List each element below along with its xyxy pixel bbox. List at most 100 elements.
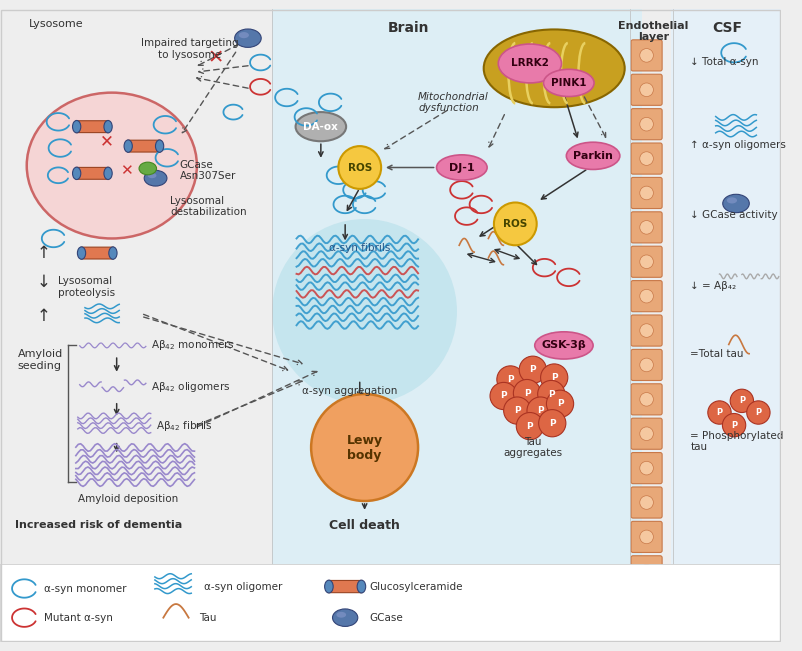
FancyBboxPatch shape	[630, 178, 662, 208]
FancyBboxPatch shape	[75, 120, 109, 133]
Circle shape	[639, 495, 653, 509]
FancyBboxPatch shape	[75, 167, 109, 179]
Ellipse shape	[156, 140, 164, 152]
Text: Brain: Brain	[387, 21, 428, 35]
Text: ✕: ✕	[119, 163, 132, 178]
Circle shape	[538, 409, 565, 437]
Circle shape	[639, 186, 653, 200]
Ellipse shape	[534, 332, 593, 359]
Text: GCase
Asn307Ser: GCase Asn307Ser	[180, 159, 236, 181]
Ellipse shape	[139, 162, 156, 175]
Ellipse shape	[103, 120, 112, 133]
Ellipse shape	[565, 142, 619, 169]
Circle shape	[545, 390, 573, 417]
Circle shape	[639, 255, 653, 269]
Text: ↓ = Aβ₄₂: ↓ = Aβ₄₂	[690, 281, 735, 291]
Ellipse shape	[103, 167, 112, 180]
Ellipse shape	[498, 44, 561, 83]
FancyBboxPatch shape	[630, 143, 662, 174]
Circle shape	[639, 117, 653, 131]
Text: P: P	[755, 408, 760, 417]
Circle shape	[338, 146, 381, 189]
Ellipse shape	[722, 194, 748, 213]
FancyBboxPatch shape	[630, 246, 662, 277]
Ellipse shape	[26, 92, 196, 238]
Text: P: P	[547, 389, 554, 398]
Ellipse shape	[144, 171, 167, 186]
Text: P: P	[715, 408, 722, 417]
Text: P: P	[550, 373, 557, 382]
Circle shape	[639, 289, 653, 303]
Text: DJ-1: DJ-1	[448, 163, 474, 173]
Circle shape	[729, 389, 752, 413]
Ellipse shape	[124, 140, 132, 152]
FancyBboxPatch shape	[630, 109, 662, 140]
Bar	[0, 564, 780, 642]
Text: Aβ$_{42}$ oligomers: Aβ$_{42}$ oligomers	[151, 380, 230, 395]
Text: α-syn oligomer: α-syn oligomer	[204, 581, 282, 592]
Text: Lewy
body: Lewy body	[346, 434, 383, 462]
Text: P: P	[549, 419, 555, 428]
Ellipse shape	[108, 247, 117, 259]
Circle shape	[540, 364, 567, 391]
Ellipse shape	[483, 29, 624, 107]
Text: P: P	[537, 406, 543, 415]
Circle shape	[639, 427, 653, 441]
FancyBboxPatch shape	[80, 247, 114, 259]
Text: P: P	[529, 365, 536, 374]
Text: Amyloid deposition: Amyloid deposition	[78, 494, 178, 504]
Circle shape	[639, 221, 653, 234]
FancyBboxPatch shape	[630, 281, 662, 312]
Text: Lysosomal
destabilization: Lysosomal destabilization	[170, 195, 246, 217]
Bar	[272, 87, 641, 589]
Text: = Phosphorylated
tau: = Phosphorylated tau	[690, 431, 783, 452]
Ellipse shape	[332, 609, 358, 626]
Text: α-syn fibrils: α-syn fibrils	[329, 243, 390, 253]
Circle shape	[526, 397, 553, 424]
Text: P: P	[500, 391, 506, 400]
Circle shape	[310, 394, 418, 501]
Ellipse shape	[336, 612, 346, 618]
Text: Parkin: Parkin	[573, 151, 612, 161]
Text: ROS: ROS	[347, 163, 371, 173]
Ellipse shape	[357, 580, 365, 593]
Text: ↑: ↑	[37, 307, 51, 326]
FancyBboxPatch shape	[127, 140, 160, 152]
Circle shape	[639, 564, 653, 578]
Text: Cell death: Cell death	[329, 519, 399, 532]
Text: P: P	[523, 389, 529, 398]
Text: P: P	[507, 375, 513, 384]
Text: ↑: ↑	[37, 244, 51, 262]
Circle shape	[639, 530, 653, 544]
Circle shape	[272, 219, 456, 404]
Ellipse shape	[324, 580, 333, 593]
Text: Tau: Tau	[199, 613, 217, 622]
FancyBboxPatch shape	[630, 40, 662, 71]
Text: Impaired targeting
to lysosome: Impaired targeting to lysosome	[140, 38, 238, 60]
FancyBboxPatch shape	[630, 452, 662, 484]
FancyBboxPatch shape	[327, 581, 362, 592]
Text: Lysosome: Lysosome	[29, 19, 83, 29]
Text: ↓ Total α-syn: ↓ Total α-syn	[690, 57, 758, 68]
Text: GCase: GCase	[369, 613, 403, 622]
Ellipse shape	[72, 120, 81, 133]
Text: Amyloid
seeding: Amyloid seeding	[18, 349, 63, 371]
FancyBboxPatch shape	[630, 487, 662, 518]
Text: ✕: ✕	[208, 48, 224, 67]
Circle shape	[537, 380, 564, 408]
Bar	[272, 9, 641, 589]
Bar	[670, 9, 780, 642]
Circle shape	[639, 358, 653, 372]
Ellipse shape	[77, 247, 86, 259]
FancyBboxPatch shape	[630, 384, 662, 415]
Text: DA-ox: DA-ox	[303, 122, 338, 132]
Text: P: P	[738, 396, 744, 406]
Circle shape	[516, 413, 543, 439]
Circle shape	[746, 401, 769, 424]
Circle shape	[496, 366, 524, 393]
Text: Lysosomal
proteolysis: Lysosomal proteolysis	[59, 276, 115, 298]
Text: CSF: CSF	[711, 21, 741, 35]
FancyBboxPatch shape	[630, 315, 662, 346]
Text: Endothelial
layer: Endothelial layer	[618, 21, 687, 42]
Circle shape	[503, 397, 530, 424]
